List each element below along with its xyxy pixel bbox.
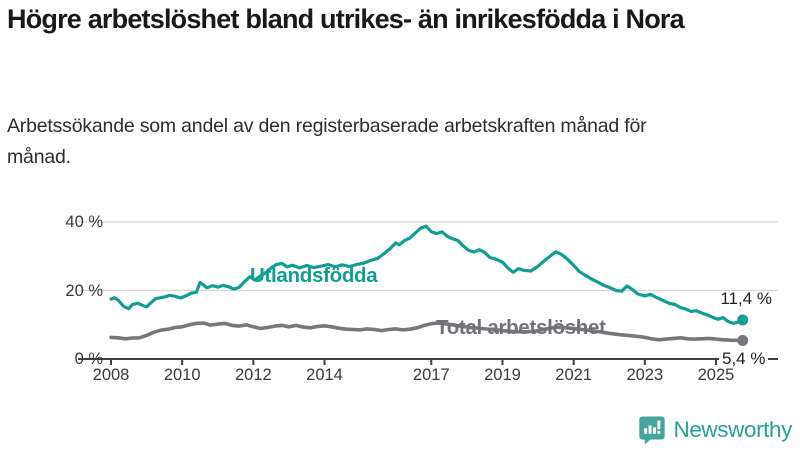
series-label-utlandsfodda: Utlandsfödda [250,264,378,287]
y-axis-label: 20 % [65,281,103,300]
x-axis-label: 2010 [163,366,201,384]
x-axis-label: 2025 [697,366,735,384]
series-label-total-arbetsloshet: Total arbetslöshet [436,316,606,339]
x-axis-label: 2017 [412,366,450,384]
end-value-label-utlandsfodda: 11,4 % [720,289,772,308]
x-axis-label: 2021 [555,366,592,384]
x-axis-label: 2008 [92,366,130,384]
end-value-label-total: 5,4 % [719,350,769,367]
line-chart-canvas [78,221,778,365]
series-end-dot-1 [737,335,749,346]
series-end-dot-0 [737,314,749,326]
y-axis-label: 40 % [65,213,103,231]
newsworthy-chart-bubble-icon [638,415,666,445]
x-axis-label: 2019 [484,366,521,384]
y-axis-label: 0 % [74,350,103,368]
newsworthy-brand-name: Newsworthy [673,417,792,442]
x-axis-label: 2012 [234,366,272,384]
page-title: Högre arbetslöshet bland utrikes- än inr… [7,4,685,34]
newsworthy-logo: Newsworthy [638,413,792,447]
x-axis-label: 2023 [626,366,664,384]
series-line-0 [109,224,745,326]
chart-area: Utlandsfödda Total arbetslöshet 11,4 % 5… [0,196,800,392]
series-line-1 [109,321,745,343]
chart-subtitle: Arbetssökande som andel av den registerb… [7,115,647,169]
x-axis-label: 2014 [306,366,343,384]
